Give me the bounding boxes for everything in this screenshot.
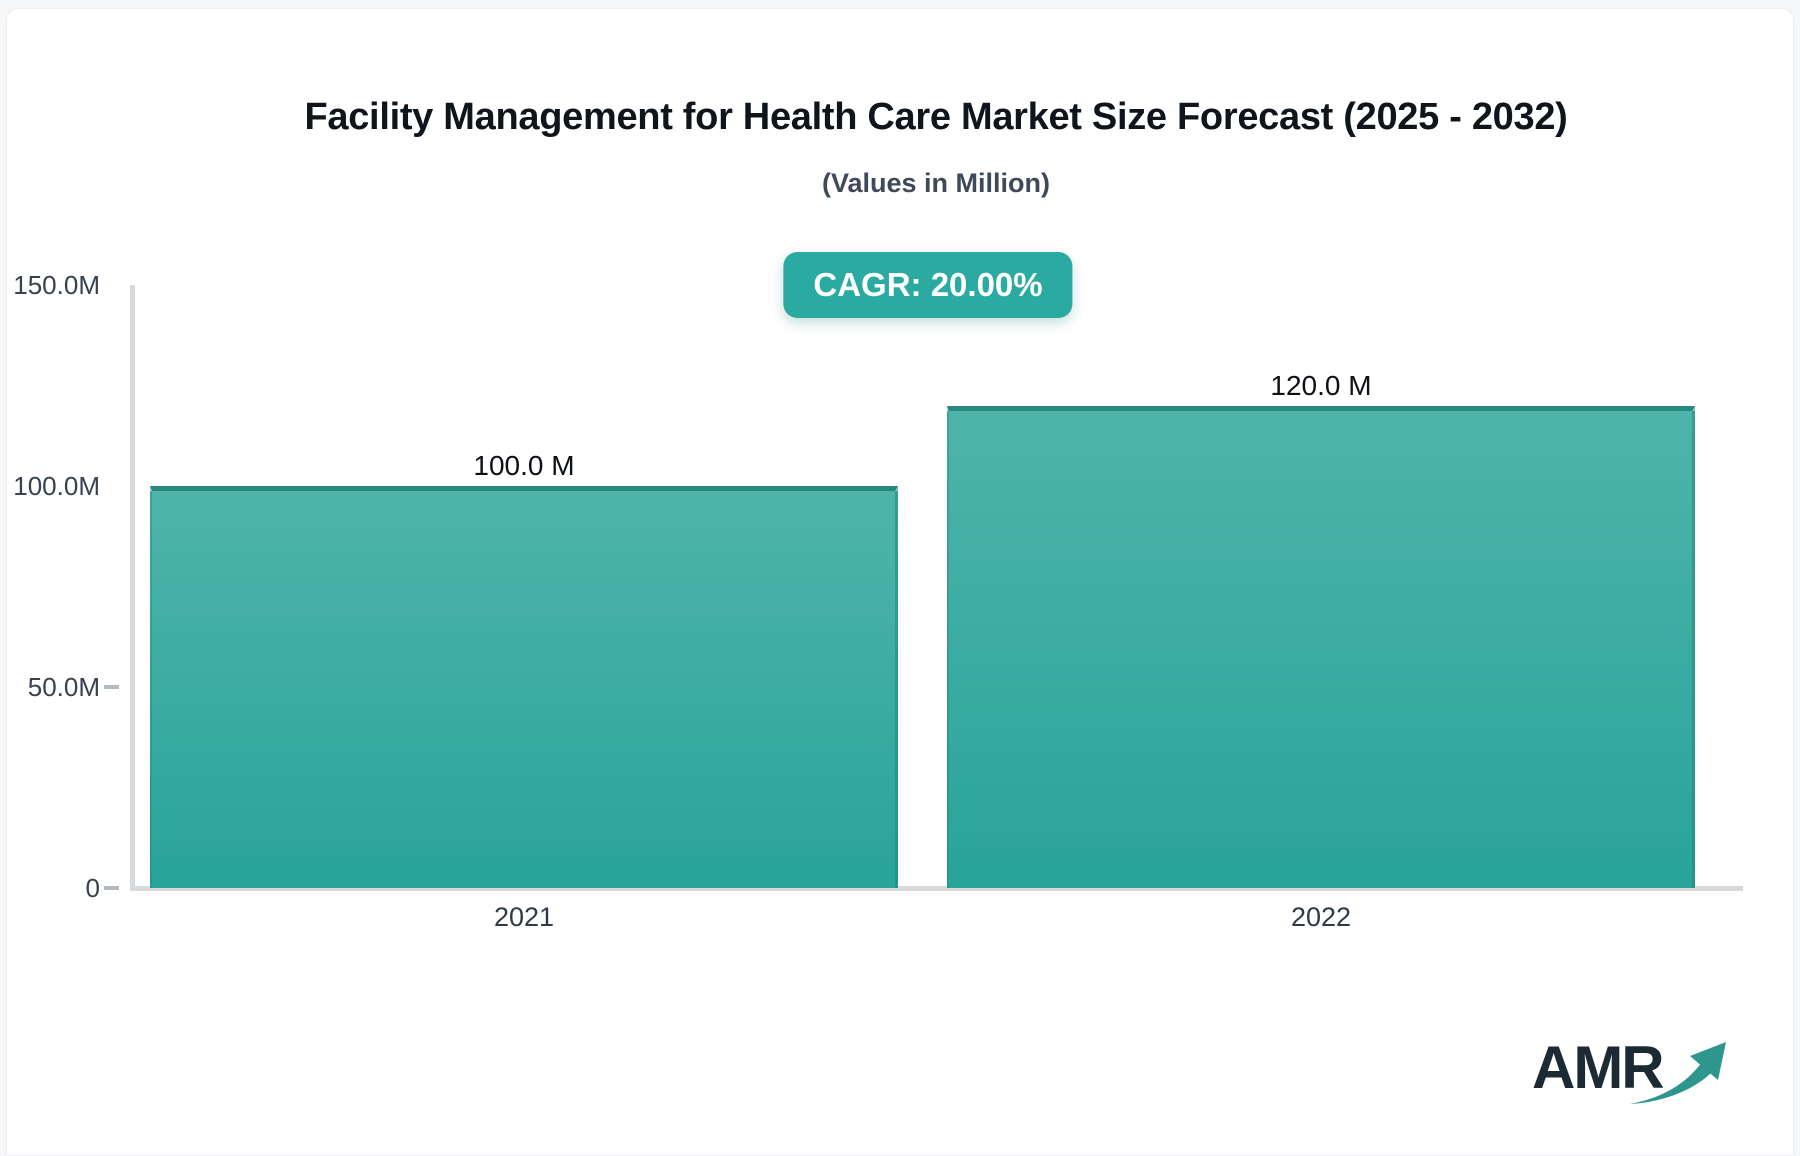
growth-arrow-icon [1630, 1042, 1726, 1104]
x-tick-label: 2022 [1290, 902, 1352, 932]
bar-2022[interactable] [947, 405, 1695, 888]
y-axis-line [130, 285, 135, 888]
bar-2021[interactable] [150, 486, 898, 888]
y-tick-label: 150.0M [13, 270, 100, 300]
y-tick-label: 50.0M [27, 672, 100, 702]
amr-logo-text: AMR [1532, 1034, 1665, 1101]
bar-value-label: 100.0 M [473, 450, 575, 481]
bar-value-label: 120.0 M [1270, 369, 1372, 401]
y-tick-label: 0 [85, 873, 100, 903]
y-tick-label: 100.0M [13, 471, 100, 501]
x-tick-label: 2021 [493, 902, 555, 932]
y-tick-dash [104, 685, 119, 689]
amr-logo: AMR [1532, 1032, 1726, 1112]
chart-title: Facility Management for Health Care Mark… [304, 96, 1568, 138]
y-tick-dash [104, 886, 119, 890]
chart-subtitle: (Values in Million) [821, 168, 1051, 198]
x-axis-line [130, 886, 1743, 891]
cagr-badge: CAGR: 20.00% [783, 252, 1073, 318]
